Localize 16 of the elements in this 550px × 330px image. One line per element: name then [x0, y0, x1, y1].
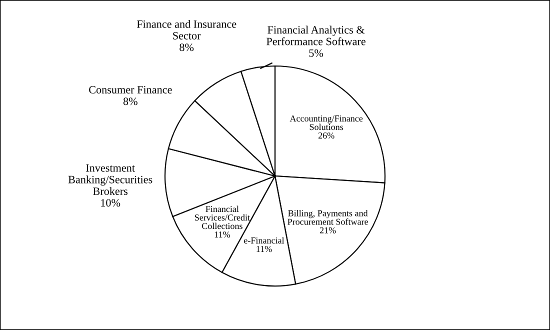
data-label: 8% [180, 44, 194, 52]
data-label: 10% [101, 199, 120, 207]
slice-label: e-Financial [244, 237, 284, 244]
slice-label: Financial Analytics & Performance Software [266, 26, 366, 46]
slice-label: Financial Services/Credit Collections [194, 206, 250, 230]
data-label: 8% [123, 98, 138, 106]
data-label: 26% [318, 132, 334, 139]
slice-label: Billing, Payments and Procurement Software [288, 210, 368, 225]
slice-label: Investment Banking/Securities Brokers [68, 164, 152, 195]
slice-label: Accounting/Finance Solutions [290, 115, 363, 130]
data-label: 11% [214, 231, 230, 238]
data-label: 11% [256, 246, 272, 252]
slice-label: Finance and Insurance Sector [136, 20, 236, 40]
data-label: 21% [320, 227, 336, 234]
slice-label: Consumer Finance [89, 86, 172, 94]
data-label: 5% [309, 49, 324, 57]
